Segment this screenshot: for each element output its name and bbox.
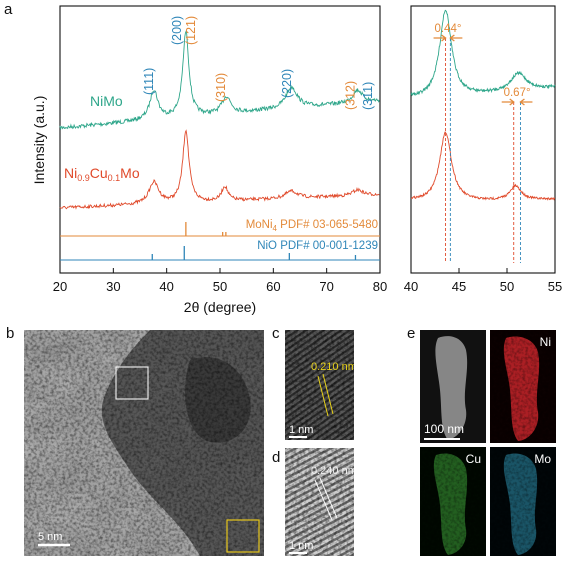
hrtem-c-scale-label: 1 nm [289,424,313,436]
ref-moni4-a: MoNi [246,219,273,231]
tem-image-b: 5 nm [24,330,264,556]
xrd-main-ticks: 20 30 40 50 60 70 80 [53,268,387,294]
tem-b-scale-label: 5 nm [38,531,62,543]
hkl-label: (111) [142,68,156,95]
x-tick-label-zoom: 45 [452,279,466,294]
eds-cu-label: Cu [466,452,481,466]
zoom-shift-label: 0.67° [504,87,531,99]
xrd-zoom-curve-1 [410,131,555,201]
hrtem-c-dspacing: 0.210 nm [311,361,357,373]
zoom-arrow-left [433,34,447,42]
hrtem-d-scale-label: 1 nm [289,540,313,552]
hkl-label: (310) [214,73,228,102]
xrd-curves [59,29,380,210]
tem-b-roi-yellow [226,519,260,553]
x-tick-label-main: 80 [373,279,387,294]
xrd-main-axes: 20 30 40 50 60 70 80 (111) (200) (121) (310) (220)… [31,5,387,315]
eds-haadf-particle [435,336,468,440]
eds-mo-label: Mo [534,452,551,466]
x-tick-label-main: 40 [159,279,173,294]
zoom-arrow-right [519,98,533,106]
series-label-nicumo-sub1: 0.9 [77,173,90,183]
x-tick-label-zoom: 50 [500,279,514,294]
x-tick-label-main: 30 [106,279,120,294]
x-tick-label-zoom: 40 [404,279,418,294]
x-tick-label-zoom: 55 [548,279,562,294]
xrd-curve-0 [59,29,380,130]
xrd-zoom-curves [410,9,556,201]
y-axis-title: Intensity (a.u.) [31,96,47,185]
xrd-zoom-annotations: 0.44° 0.67° [433,23,533,263]
panel-label-b: b [6,325,14,342]
panel-label-a: a [4,1,13,18]
series-label-nicumo-sub2: 0.1 [108,173,121,183]
hrtem-c-speckle [285,330,354,440]
xrd-curve-1 [59,129,380,210]
xrd-zoom-frame [410,5,556,274]
hkl-label: (220) [280,69,294,98]
hkl-label: (311) [361,82,375,110]
eds-mo-speckle [490,447,556,556]
xrd-zoom-ticks: 40 45 50 55 [404,268,562,294]
hkl-label: (200) [170,16,184,45]
series-label-nimo: NiMo [90,93,123,109]
hrtem-d-dspacing: 0.240 nm [311,465,357,477]
hrtem-d-fringe-mark-1 [314,479,333,521]
x-tick-label-main: 60 [266,279,280,294]
zoom-shift-label: 0.44° [434,23,461,35]
ref-moni4-b: PDF# 03-065-5480 [277,219,378,231]
eds-scale-label: 100 nm [424,422,464,436]
hrtem-c-fringe-mark-2 [322,373,334,415]
hkl-label: (312) [343,81,357,110]
eds-cu-speckle [420,447,486,556]
xrd-main-frame [59,5,381,274]
series-label-nicumo-cu: Cu [90,165,108,181]
hrtem-image-c: 0.210 nm 1 nm [285,330,357,440]
hrtem-d-fringe-mark-2 [319,477,338,519]
tem-b-speckle [24,330,264,556]
x-tick-label-main: 20 [53,279,67,294]
reference-label-moni4: MoNi4 PDF# 03-065-5480 [246,219,378,233]
zoom-arrow-left [501,98,515,106]
x-tick-label-main: 50 [213,279,227,294]
hrtem-d-speckle [285,448,354,556]
ref-moni4-sub: 4 [273,224,278,233]
zoom-arrow-right [449,34,463,42]
eds-maps: 100 nm Ni Cu Mo [420,330,556,556]
xrd-zoom-axes: 40 45 50 55 0.44° 0.67° [404,5,562,294]
hrtem-image-d: 0.240 nm 1 nm [285,448,357,556]
reference-label-nio: NiO PDF# 00-001-1239 [257,240,378,252]
hrtem-c-fringe-mark-1 [317,375,329,417]
series-label-nicumo-mo: Mo [120,165,140,181]
xrd-zoom-curve-0 [410,9,556,97]
eds-ni-label: Ni [540,335,551,349]
panel-label-e: e [407,325,415,342]
x-axis-title-main: 2θ (degree) [184,299,256,315]
panel-label-c: c [272,325,280,342]
hkl-labels: (111) (200) (121) (310) (220) (312) (311) [142,16,375,110]
series-label-nicumo-ni: Ni [64,165,77,181]
series-label-nicumo: Ni0.9Cu0.1Mo [64,165,140,183]
xrd-reference-lines [60,222,380,261]
eds-ni-speckle [490,330,556,443]
hkl-label: (121) [184,16,198,45]
x-tick-label-main: 70 [319,279,333,294]
panel-label-d: d [272,449,280,466]
tem-b-roi-white [115,366,149,400]
